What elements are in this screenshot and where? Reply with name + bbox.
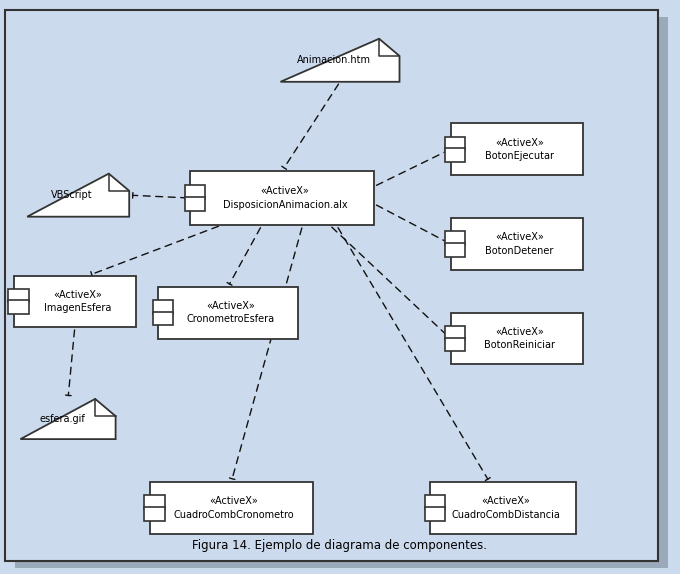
FancyBboxPatch shape [445, 137, 465, 150]
FancyBboxPatch shape [5, 10, 658, 561]
FancyBboxPatch shape [445, 326, 465, 340]
FancyBboxPatch shape [450, 218, 583, 270]
Text: «ActiveX»
DisposicionAnimacion.alx: «ActiveX» DisposicionAnimacion.alx [222, 187, 347, 210]
Text: «ActiveX»
ImagenEsfera: «ActiveX» ImagenEsfera [44, 290, 112, 313]
FancyBboxPatch shape [158, 287, 298, 339]
FancyBboxPatch shape [424, 507, 445, 521]
FancyBboxPatch shape [153, 300, 173, 314]
FancyBboxPatch shape [450, 123, 583, 175]
FancyBboxPatch shape [150, 482, 313, 534]
FancyBboxPatch shape [144, 495, 165, 509]
FancyBboxPatch shape [14, 276, 136, 327]
FancyBboxPatch shape [15, 17, 668, 568]
Polygon shape [27, 173, 129, 216]
Text: «ActiveX»
CuadroCombCronometro: «ActiveX» CuadroCombCronometro [173, 497, 294, 519]
Text: «ActiveX»
BotonDetener: «ActiveX» BotonDetener [486, 232, 554, 255]
FancyBboxPatch shape [445, 338, 465, 351]
Polygon shape [280, 39, 399, 82]
FancyBboxPatch shape [445, 231, 465, 245]
Text: «ActiveX»
BotonReiniciar: «ActiveX» BotonReiniciar [484, 327, 555, 350]
FancyBboxPatch shape [450, 313, 583, 364]
FancyBboxPatch shape [185, 197, 205, 211]
Text: esfera.gif: esfera.gif [39, 414, 85, 424]
FancyBboxPatch shape [190, 171, 374, 225]
Text: «ActiveX»
BotonEjecutar: «ActiveX» BotonEjecutar [485, 138, 554, 161]
FancyBboxPatch shape [430, 482, 576, 534]
Text: Animacion.htm: Animacion.htm [297, 55, 371, 65]
FancyBboxPatch shape [8, 300, 29, 314]
Text: Figura 14. Ejemplo de diagrama de componentes.: Figura 14. Ejemplo de diagrama de compon… [192, 539, 488, 552]
FancyBboxPatch shape [144, 507, 165, 521]
FancyBboxPatch shape [445, 148, 465, 162]
FancyBboxPatch shape [424, 495, 445, 509]
Polygon shape [20, 399, 116, 439]
FancyBboxPatch shape [8, 289, 29, 302]
FancyBboxPatch shape [185, 185, 205, 199]
Text: «ActiveX»
CronometroEsfera: «ActiveX» CronometroEsfera [186, 301, 275, 324]
Text: VBScript: VBScript [51, 190, 93, 200]
FancyBboxPatch shape [153, 312, 173, 325]
FancyBboxPatch shape [445, 243, 465, 257]
Text: «ActiveX»
CuadroCombDistancia: «ActiveX» CuadroCombDistancia [452, 497, 560, 519]
